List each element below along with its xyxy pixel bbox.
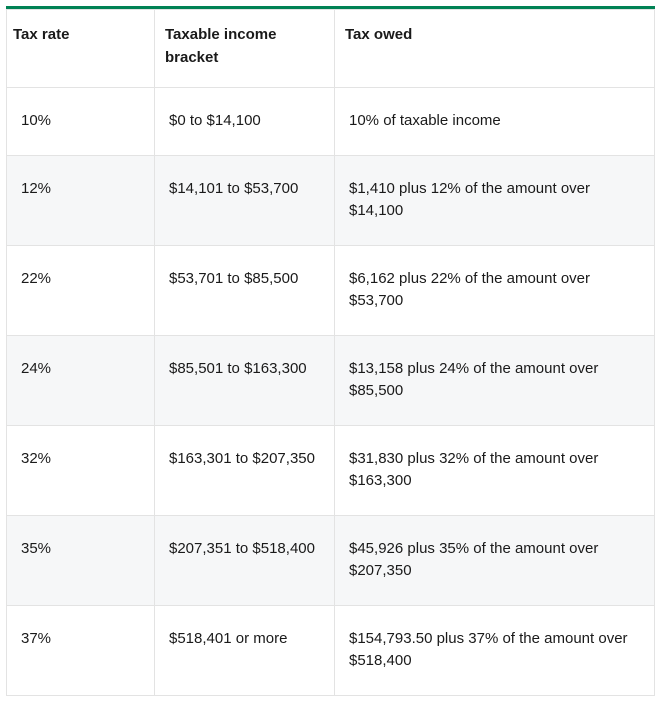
table-row: 12% $14,101 to $53,700 $1,410 plus 12% o… <box>7 155 655 245</box>
cell-owed: $13,158 plus 24% of the amount over $85,… <box>335 335 655 425</box>
table-row: 35% $207,351 to $518,400 $45,926 plus 35… <box>7 515 655 605</box>
table-row: 10% $0 to $14,100 10% of taxable income <box>7 88 655 156</box>
tax-table-wrapper: Tax rate Taxable income bracket Tax owed… <box>6 6 655 696</box>
col-header-owed: Tax owed <box>335 10 655 88</box>
cell-owed: $1,410 plus 12% of the amount over $14,1… <box>335 155 655 245</box>
col-header-rate: Tax rate <box>7 10 155 88</box>
cell-rate: 22% <box>7 245 155 335</box>
cell-bracket: $85,501 to $163,300 <box>155 335 335 425</box>
cell-rate: 35% <box>7 515 155 605</box>
cell-owed: $45,926 plus 35% of the amount over $207… <box>335 515 655 605</box>
cell-bracket: $53,701 to $85,500 <box>155 245 335 335</box>
cell-bracket: $163,301 to $207,350 <box>155 425 335 515</box>
cell-rate: 12% <box>7 155 155 245</box>
cell-bracket: $14,101 to $53,700 <box>155 155 335 245</box>
cell-owed: 10% of taxable income <box>335 88 655 156</box>
cell-owed: $154,793.50 plus 37% of the amount over … <box>335 605 655 695</box>
table-row: 37% $518,401 or more $154,793.50 plus 37… <box>7 605 655 695</box>
cell-bracket: $0 to $14,100 <box>155 88 335 156</box>
cell-owed: $31,830 plus 32% of the amount over $163… <box>335 425 655 515</box>
tax-brackets-table: Tax rate Taxable income bracket Tax owed… <box>6 9 655 696</box>
table-header-row: Tax rate Taxable income bracket Tax owed <box>7 10 655 88</box>
table-row: 32% $163,301 to $207,350 $31,830 plus 32… <box>7 425 655 515</box>
cell-rate: 10% <box>7 88 155 156</box>
cell-rate: 37% <box>7 605 155 695</box>
table-row: 24% $85,501 to $163,300 $13,158 plus 24%… <box>7 335 655 425</box>
col-header-bracket: Taxable income bracket <box>155 10 335 88</box>
cell-rate: 24% <box>7 335 155 425</box>
cell-bracket: $207,351 to $518,400 <box>155 515 335 605</box>
cell-owed: $6,162 plus 22% of the amount over $53,7… <box>335 245 655 335</box>
cell-rate: 32% <box>7 425 155 515</box>
table-row: 22% $53,701 to $85,500 $6,162 plus 22% o… <box>7 245 655 335</box>
cell-bracket: $518,401 or more <box>155 605 335 695</box>
